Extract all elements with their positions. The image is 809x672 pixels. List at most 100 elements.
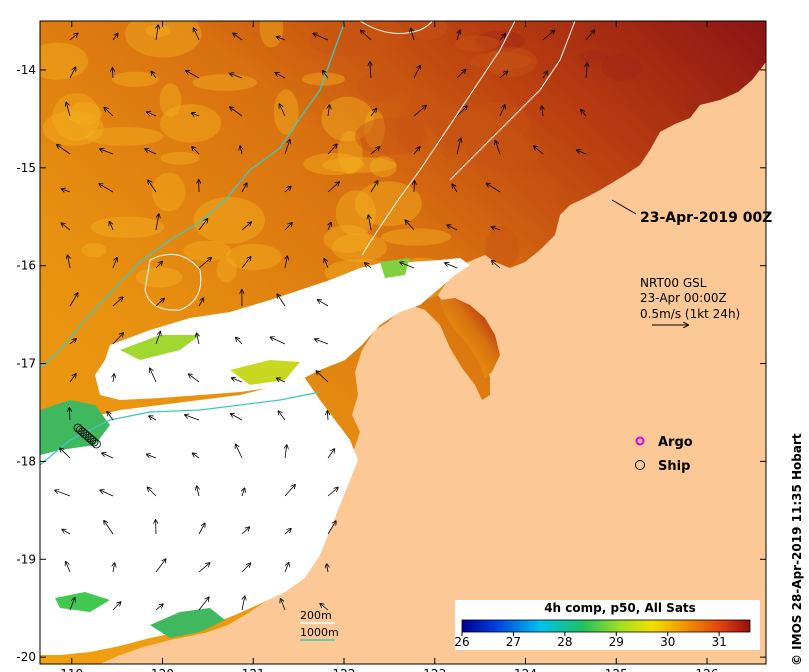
current-vector [365, 263, 372, 269]
no-data-regions [40, 258, 470, 655]
sst-patch [335, 190, 377, 236]
sst-patch [475, 30, 526, 52]
current-vector [277, 37, 286, 40]
current-vector [198, 563, 210, 573]
current-vector [233, 33, 243, 41]
current-vector [112, 258, 117, 269]
current-vector [99, 184, 114, 193]
current-vector [197, 486, 199, 497]
sst-patch [151, 172, 186, 212]
sst-patch [331, 233, 388, 263]
sst-patch [192, 74, 258, 91]
current-vector [279, 104, 286, 117]
current-vector [68, 255, 70, 269]
current-vector [198, 219, 207, 231]
current-vector [100, 490, 114, 497]
current-vector [324, 259, 329, 269]
lon-tick-label: 124 [514, 667, 537, 672]
colorbar-tick-label: 30 [660, 635, 675, 649]
ship-marker-icon [635, 460, 645, 470]
lon-tick-label: 125 [605, 667, 628, 672]
colorbar [461, 619, 751, 633]
current-vector [492, 227, 501, 230]
current-vector [112, 333, 123, 345]
current-vector [62, 189, 71, 192]
current-vector [278, 411, 286, 421]
sst-patch [396, 108, 424, 153]
current-vector [155, 261, 162, 269]
sst-patch [90, 216, 165, 238]
current-vector [585, 30, 594, 41]
current-vector [328, 223, 331, 231]
ship-position-marker [89, 437, 99, 447]
current-vector [198, 597, 209, 611]
current-vector [236, 444, 243, 459]
lat-tick-label: -16 [16, 259, 36, 273]
current-vector [542, 30, 554, 41]
longitude-axis: 119 120 121 122 123 124 125 126 [60, 21, 718, 672]
sst-patch [216, 257, 237, 283]
current-vector [69, 293, 78, 307]
current-vector [112, 34, 118, 41]
current-vector [57, 145, 71, 155]
current-vector [241, 183, 247, 193]
current-vector [69, 374, 76, 383]
sst-patch [259, 21, 284, 48]
credit-label: © IMOS 28-Apr-2019 11:35 Hobart [790, 433, 804, 666]
contour-legend-1000m: 1000m [300, 626, 339, 639]
current-vector [241, 257, 251, 269]
sst-patch [454, 35, 499, 52]
current-vector [370, 62, 371, 79]
current-vector [281, 599, 286, 611]
current-vector [66, 102, 71, 117]
current-vector [104, 108, 114, 117]
current-vector [284, 223, 292, 231]
sst-patch [523, 174, 560, 200]
current-vector [499, 71, 508, 79]
sst-patch [357, 70, 402, 102]
current-vector [240, 146, 242, 155]
current-vector [328, 105, 329, 117]
current-vector [370, 181, 378, 193]
current-vector [270, 337, 286, 345]
current-vector [69, 33, 78, 41]
sst-patch [42, 110, 104, 146]
colorbar-tick-label: 31 [712, 635, 727, 649]
sst-patch [364, 109, 385, 149]
sst-patch [578, 50, 609, 63]
ship-position-marker [92, 439, 101, 449]
current-vector [285, 445, 287, 459]
sst-patch [111, 71, 159, 87]
current-vector [102, 453, 114, 459]
current-vector [189, 374, 200, 383]
current-vector [186, 71, 200, 79]
current-vector [62, 529, 71, 535]
sst-patch [337, 130, 363, 175]
sst-patch [429, 107, 495, 144]
sst-patch [52, 93, 101, 141]
current-vector [327, 521, 336, 535]
sst-patch [145, 24, 171, 38]
current-vector [284, 187, 291, 193]
current-vector [66, 562, 71, 573]
current-vector [327, 488, 338, 497]
current-vector [193, 453, 200, 459]
current-vector [150, 368, 157, 383]
current-vector [486, 183, 501, 193]
current-vector [577, 150, 587, 155]
current-vector [104, 521, 114, 535]
current-vector [447, 225, 458, 231]
current-vector [107, 412, 114, 421]
lon-tick-label: 122 [333, 667, 356, 672]
sst-patch [182, 240, 232, 262]
sst-patch [408, 21, 448, 40]
current-vector [69, 339, 76, 345]
current-vector [320, 604, 329, 611]
current-vector [192, 113, 200, 116]
sst-patch [81, 242, 107, 258]
current-vector [413, 147, 420, 155]
lon-tick-label: 123 [423, 667, 446, 672]
current-vector [456, 70, 466, 79]
sst-patch [125, 21, 202, 58]
